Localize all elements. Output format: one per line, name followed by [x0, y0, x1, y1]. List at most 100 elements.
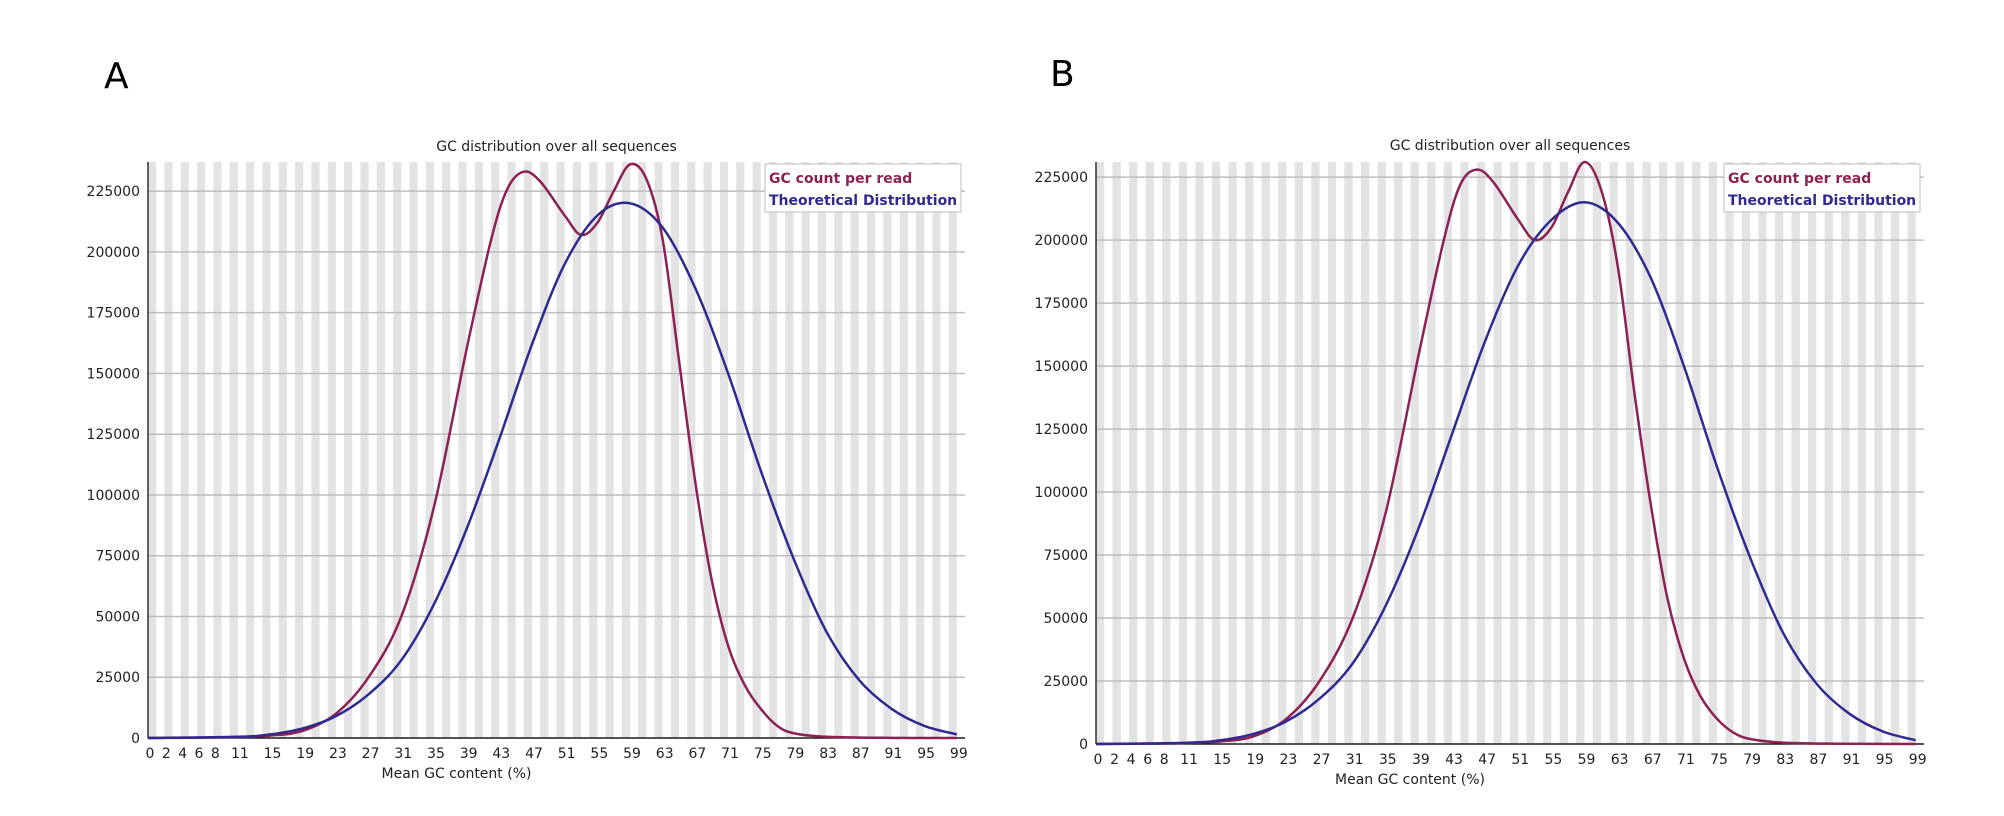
y-tick-label: 25000	[95, 670, 140, 686]
legend-entry: GC count per read	[1728, 171, 1871, 187]
stripe	[262, 162, 271, 738]
stripe	[1112, 162, 1121, 744]
stripe	[344, 162, 353, 738]
stripe	[1145, 162, 1154, 744]
x-tick-label: 75	[1710, 752, 1728, 768]
x-tick-label: 91	[885, 746, 903, 762]
x-tick-label: 19	[296, 746, 314, 762]
chart-title: GC distribution over all sequences	[1390, 138, 1631, 154]
stripe	[1625, 162, 1635, 744]
stripe	[1443, 162, 1453, 744]
stripe	[899, 162, 908, 738]
x-tick-label: 83	[1776, 752, 1794, 768]
stripe	[376, 162, 385, 738]
x-tick-label: 99	[1909, 752, 1927, 768]
stripe	[1195, 162, 1204, 744]
x-tick-label: 4	[178, 746, 187, 762]
stripe	[834, 162, 843, 738]
stripe	[866, 162, 876, 738]
stripe	[1559, 162, 1568, 744]
stripe	[1327, 162, 1337, 744]
y-tick-label: 125000	[87, 427, 140, 443]
stripe	[360, 162, 369, 738]
stripe	[1476, 162, 1486, 744]
stripe	[654, 162, 663, 738]
y-tick-label: 225000	[1035, 170, 1088, 186]
stripe	[638, 162, 647, 738]
stripe	[1874, 162, 1883, 744]
stripe	[148, 162, 157, 738]
stripe	[1841, 162, 1850, 744]
x-tick-label: 47	[1478, 752, 1496, 768]
stripe	[948, 162, 957, 738]
stripe	[703, 162, 712, 738]
stripe	[1857, 162, 1867, 744]
x-tick-label: 95	[1876, 752, 1894, 768]
x-tick-label: 71	[1677, 752, 1695, 768]
stripe	[932, 162, 941, 738]
x-tick-label: 79	[787, 746, 805, 762]
stripe	[605, 162, 614, 738]
stripe	[180, 162, 189, 738]
stripe	[1311, 162, 1320, 744]
x-tick-label: 31	[1346, 752, 1364, 768]
stripe	[1245, 162, 1254, 744]
y-tick-label: 100000	[1035, 485, 1088, 501]
legend: GC count per read Theoretical Distributio…	[1723, 163, 1921, 213]
y-tick-label: 200000	[87, 245, 140, 261]
series-line-gc-count	[147, 162, 957, 740]
x-tick-label: 43	[492, 746, 510, 762]
panel-letter: B	[1050, 54, 1075, 95]
stripe	[1890, 162, 1900, 744]
legend-entry: Theoretical Distribution	[769, 193, 957, 209]
x-tick-label: 55	[1544, 752, 1562, 768]
stripe	[1129, 162, 1138, 744]
y-tick-label: 125000	[1035, 422, 1088, 438]
x-tick-label: 2	[162, 746, 171, 762]
x-tick-label: 23	[329, 746, 347, 762]
stripe	[246, 162, 255, 738]
x-tick-label: 11	[231, 746, 249, 762]
y-tick-label: 0	[131, 731, 140, 747]
y-tick-label: 175000	[87, 306, 140, 322]
x-tick-label: 51	[1511, 752, 1529, 768]
legend-entry: Theoretical Distribution	[1728, 193, 1916, 209]
x-tick-label: 79	[1743, 752, 1761, 768]
stripe	[1692, 162, 1701, 744]
x-tick-label: 83	[819, 746, 837, 762]
x-tick-label: 19	[1246, 752, 1264, 768]
y-tick-label: 50000	[95, 609, 140, 625]
stripe	[1741, 162, 1751, 744]
stripe	[1774, 162, 1784, 744]
stripe	[1609, 162, 1618, 744]
legend-box	[764, 163, 962, 213]
stripe	[1096, 162, 1105, 744]
stripe	[474, 162, 483, 738]
legend: GC count per read Theoretical Distributio…	[764, 163, 962, 213]
x-tick-label: 27	[1313, 752, 1331, 768]
stripe	[295, 162, 304, 738]
x-axis-label: Mean GC content (%)	[382, 766, 532, 782]
x-tick-label: 63	[1611, 752, 1629, 768]
stripe	[621, 162, 631, 738]
stripe	[1543, 162, 1552, 744]
stripe	[1360, 162, 1370, 744]
stripe	[556, 162, 565, 738]
x-tick-label: 39	[1412, 752, 1430, 768]
y-tick-label: 25000	[1043, 674, 1088, 690]
y-tick-label: 100000	[87, 488, 140, 504]
stripe	[311, 162, 320, 738]
y-tick-label: 0	[1079, 737, 1088, 753]
chart-panel-a: A 0 25000 50000 75000 100000 125000 150000 17500…	[87, 56, 968, 782]
x-tick-label: 8	[211, 746, 220, 762]
x-tick-label: 2	[1110, 752, 1119, 768]
x-tick-label: 0	[1094, 752, 1103, 768]
y-tick-label: 75000	[95, 549, 140, 565]
x-tick-label: 15	[1213, 752, 1231, 768]
stripe	[1510, 162, 1519, 744]
x-tick-label: 59	[1578, 752, 1596, 768]
stripe	[719, 162, 729, 738]
stripe	[507, 162, 516, 738]
stripe	[572, 162, 582, 738]
y-tick-label: 75000	[1043, 548, 1088, 564]
